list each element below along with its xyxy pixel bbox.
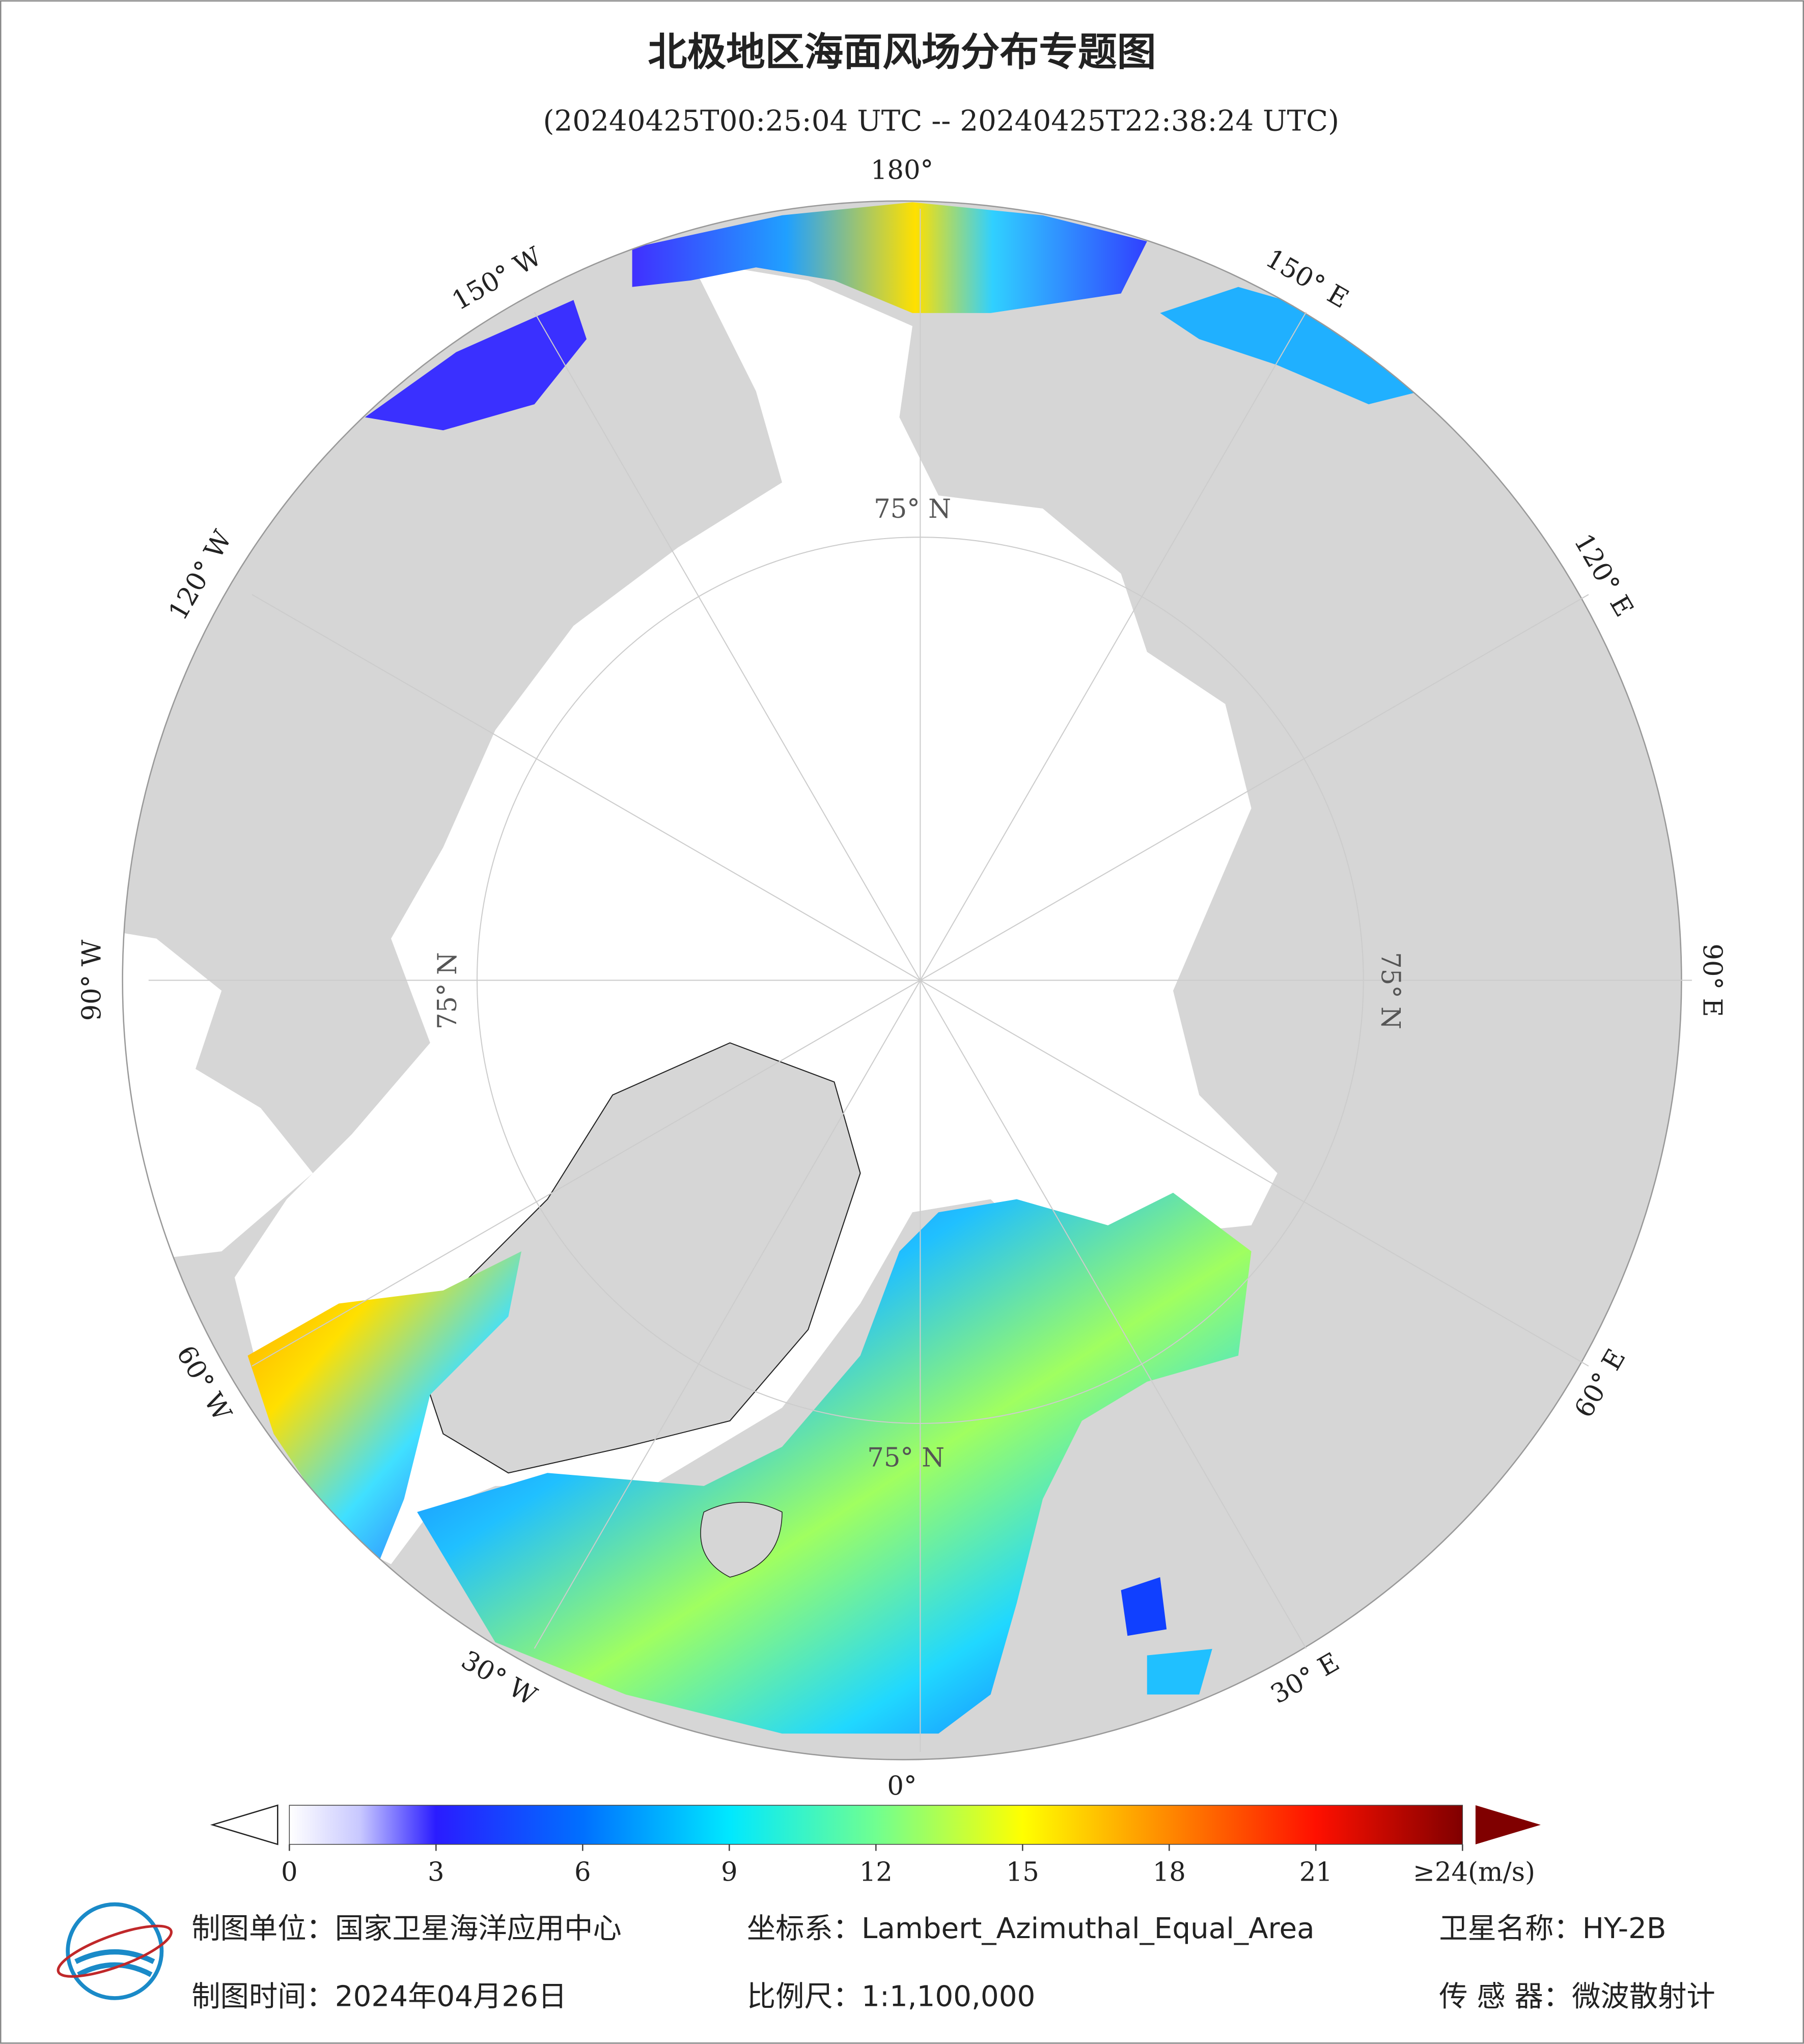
- hudson-bay: [122, 912, 313, 1278]
- colorbar-tick-label: 12: [859, 1857, 893, 1888]
- meridian: [534, 312, 921, 981]
- latitude-label: 75° N: [1375, 952, 1405, 1029]
- colorbar-tick-label: 0: [281, 1857, 298, 1888]
- meridian: [920, 594, 1589, 981]
- colorbar-bar: [289, 1805, 1463, 1845]
- longitude-label: 90° E: [1697, 943, 1728, 1017]
- colorbar-tick-label: 6: [574, 1857, 591, 1888]
- meridian: [920, 312, 1307, 981]
- meridian: [252, 979, 921, 1367]
- colorbar-tick-label: 9: [721, 1857, 738, 1888]
- logo: [57, 1902, 173, 2000]
- colorbar: 0 3 6 9 12 15 18 21 ≥24(m/s): [210, 1804, 1541, 1888]
- meridian: [252, 594, 921, 981]
- footer-unit: 制图单位：国家卫星海洋应用中心: [191, 1912, 621, 1945]
- colorbar-tick-label: 21: [1299, 1857, 1333, 1888]
- colorbar-low-arrow: [210, 1804, 279, 1845]
- wind-chukchi: [632, 202, 1147, 313]
- colorbar-tick-label: ≥24(m/s): [1413, 1857, 1535, 1888]
- wind-baltic-south: [1147, 1648, 1212, 1695]
- footer-satellite: 卫星名称：HY-2B: [1439, 1912, 1666, 1945]
- wind-atlantic: [417, 1192, 1252, 1734]
- wind-okhotsk: [1160, 287, 1421, 405]
- colorbar-high-arrow: [1475, 1805, 1541, 1844]
- iceland: [700, 1502, 783, 1578]
- latitude-label: 75° N: [867, 1443, 945, 1473]
- latitude-label: 75° N: [432, 952, 463, 1029]
- footer-sensor: 传 感 器：微波散射计: [1439, 1980, 1715, 2013]
- colorbar-tick-label: 3: [428, 1857, 445, 1888]
- wind-beaufort: [365, 300, 587, 431]
- meridian: [920, 980, 1307, 1649]
- longitude-label: 90° W: [76, 939, 107, 1021]
- arctic-ocean: [234, 261, 1278, 1564]
- footer-scale: 比例尺：1:1,100,000: [747, 1980, 1036, 2013]
- footer-date: 制图时间：2024年04月26日: [191, 1980, 567, 2013]
- colorbar-tick-label: 15: [1006, 1857, 1039, 1888]
- longitude-label: 0°: [887, 1771, 917, 1802]
- wind-baltic: [1121, 1577, 1167, 1636]
- colorbar-tick-label: 18: [1153, 1857, 1186, 1888]
- meridian: [534, 980, 921, 1649]
- title: 北极地区海面风场分布专题图: [648, 29, 1156, 75]
- longitude-label: 180°: [871, 155, 933, 185]
- meridians: [148, 209, 1692, 1752]
- footer-projection: 坐标系：Lambert_Azimuthal_Equal_Area: [747, 1912, 1315, 1945]
- latitude-label: 75° N: [874, 494, 951, 524]
- subtitle: (20240425T00:25:04 UTC -- 20240425T22:38…: [543, 104, 1340, 137]
- meridian: [920, 979, 1589, 1367]
